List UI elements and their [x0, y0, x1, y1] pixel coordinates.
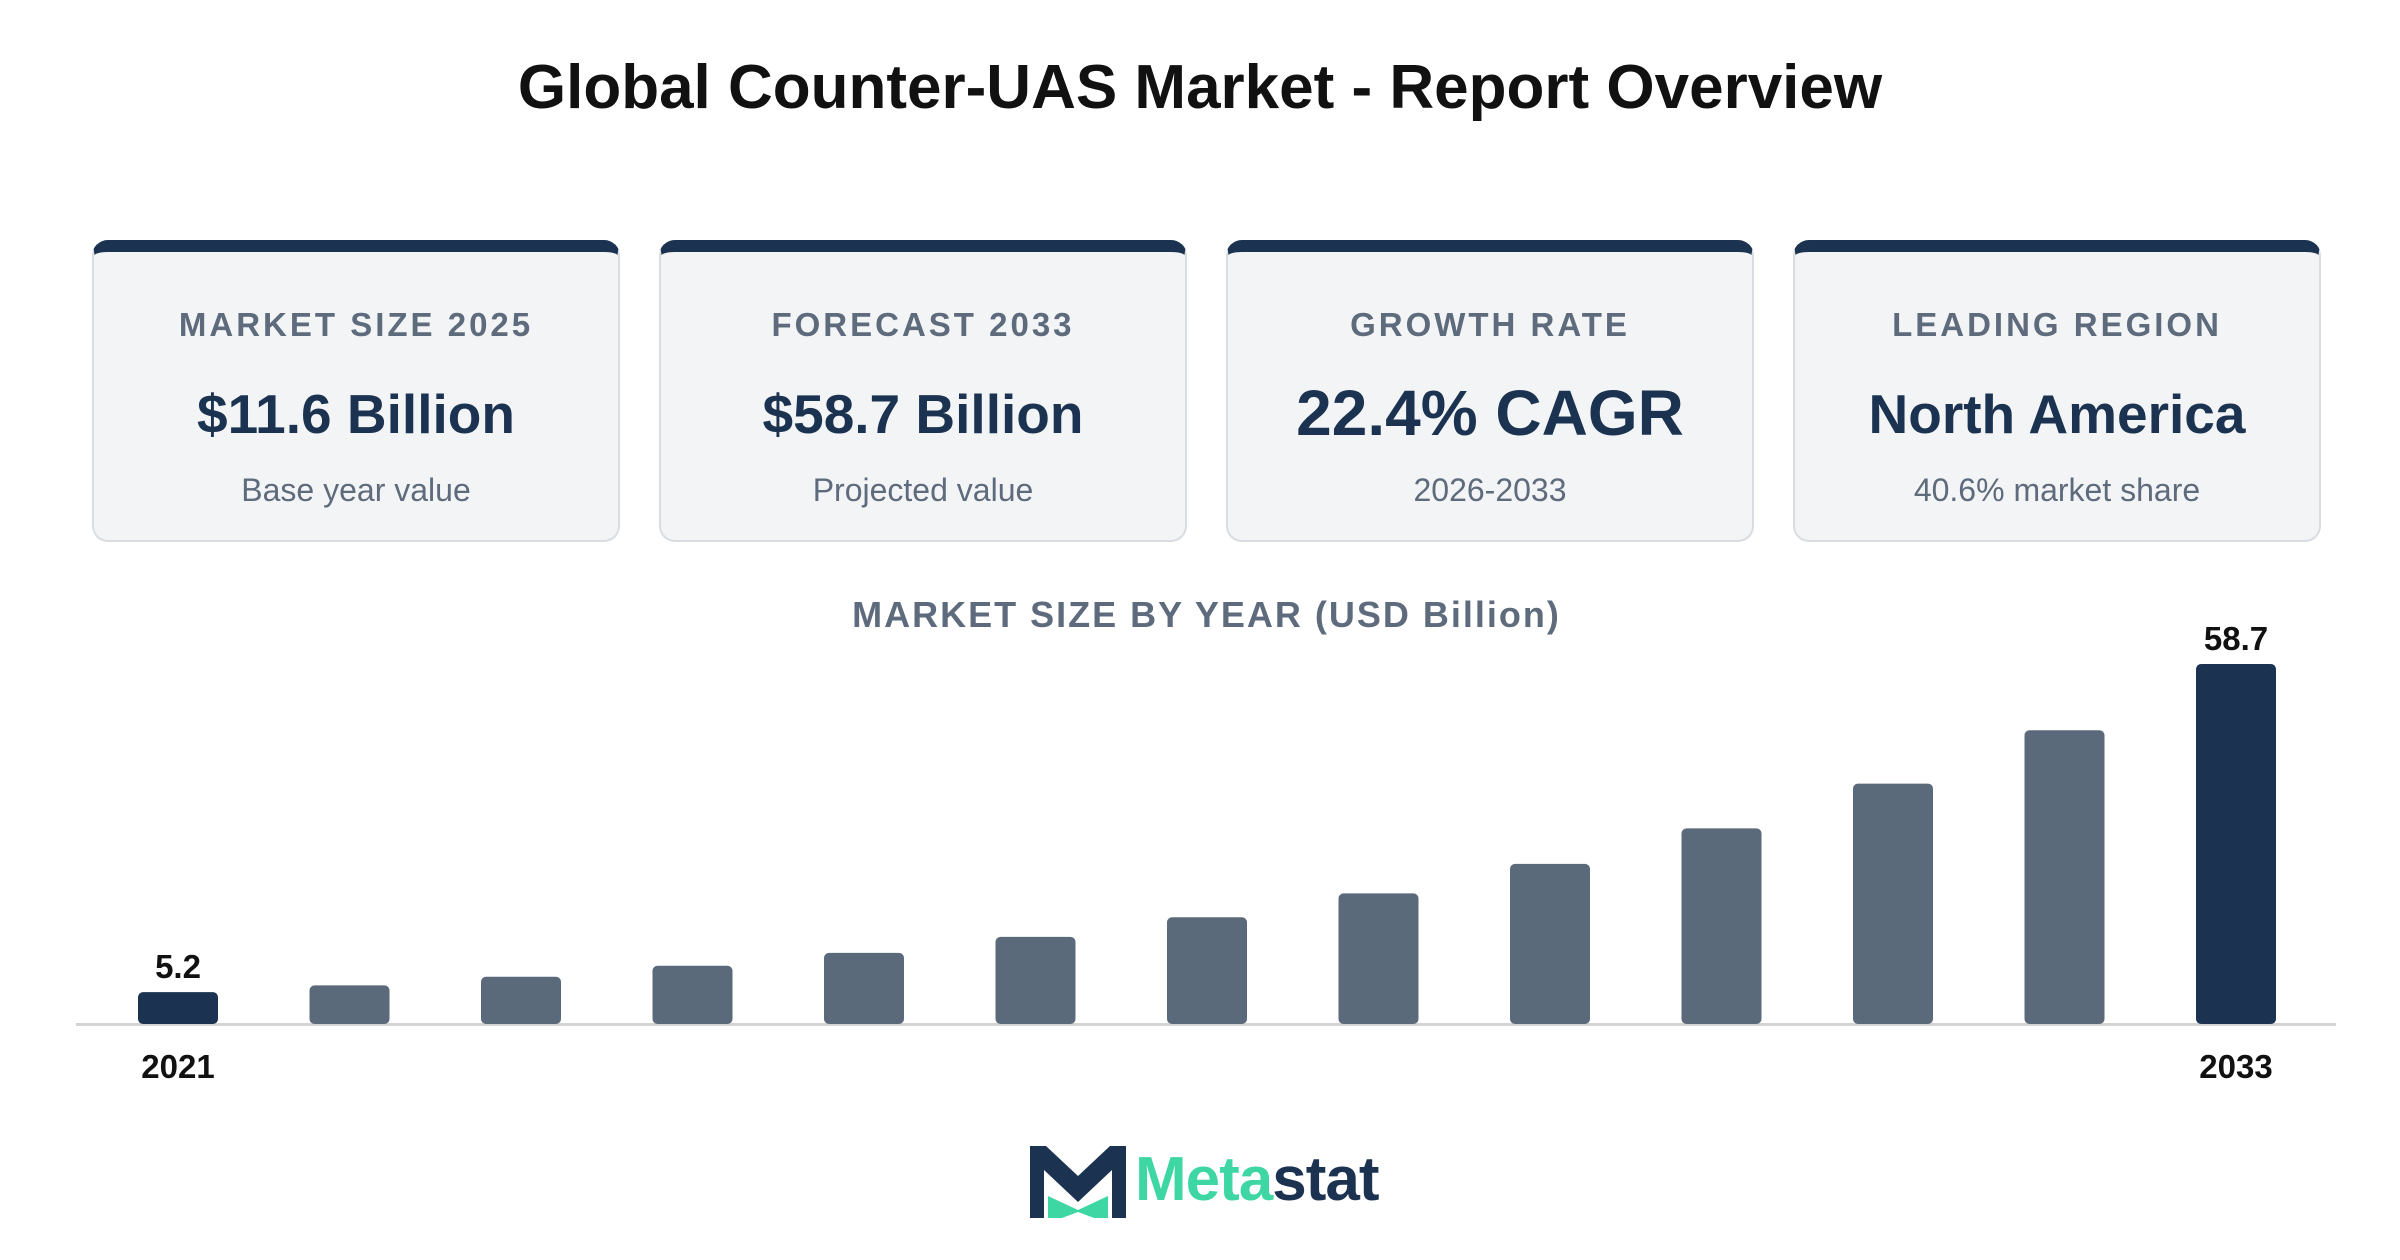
chart-title: MARKET SIZE BY YEAR (USD Billion) — [852, 594, 1561, 635]
card-subtext: 2026-2033 — [1413, 472, 1567, 508]
card-subtext: Projected value — [812, 472, 1034, 508]
card-value: $58.7 Billion — [762, 383, 1084, 445]
x-tick-label-2033: 2033 — [2199, 1048, 2272, 1085]
card-subtext: 40.6% market share — [1913, 472, 2201, 508]
bar-2025 — [824, 952, 904, 1024]
bar-2029 — [1510, 863, 1590, 1024]
metastat-logo-icon — [1030, 1146, 1126, 1218]
bar-2031 — [1853, 783, 1933, 1024]
bar-2024 — [652, 965, 733, 1024]
value-label-2033: 58.7 — [2204, 620, 2268, 657]
bar-2032 — [2024, 730, 2105, 1024]
bar-2021 — [138, 992, 218, 1024]
bar-2033 — [2196, 664, 2276, 1024]
growth-rate-card: GROWTH RATE 22.4% CAGR 2026-2033 — [1226, 240, 1754, 542]
bar-2022 — [309, 985, 390, 1024]
card-value: North America — [1868, 383, 2246, 445]
card-subtext: Base year value — [241, 472, 471, 508]
metastat-logo-text: Metastat — [1135, 1145, 1380, 1214]
market-size-card: MARKET SIZE 2025 $11.6 Billion Base year… — [92, 240, 620, 542]
card-label: LEADING REGION — [1892, 306, 2222, 343]
x-tick-label-2021: 2021 — [141, 1048, 214, 1085]
card-label: GROWTH RATE — [1350, 306, 1630, 343]
bar-2023 — [481, 976, 561, 1024]
bar-2026 — [995, 936, 1076, 1024]
card-value: 22.4% CAGR — [1296, 377, 1684, 449]
page-title: Global Counter-UAS Market - Report Overv… — [517, 53, 1883, 122]
market-size-bar-chart: 5.2 2021 58.7 2033 — [76, 620, 2336, 1085]
card-label: MARKET SIZE 2025 — [178, 306, 534, 343]
bar-2030 — [1681, 828, 1762, 1024]
card-value: $11.6 Billion — [197, 383, 515, 445]
forecast-card: FORECAST 2033 $58.7 Billion Projected va… — [659, 240, 1187, 542]
value-label-2021: 5.2 — [155, 948, 201, 985]
bar-2027 — [1167, 917, 1247, 1024]
card-label: FORECAST 2033 — [771, 306, 1075, 343]
leading-region-card: LEADING REGION North America 40.6% marke… — [1793, 240, 2321, 542]
bar-2028 — [1338, 893, 1419, 1024]
